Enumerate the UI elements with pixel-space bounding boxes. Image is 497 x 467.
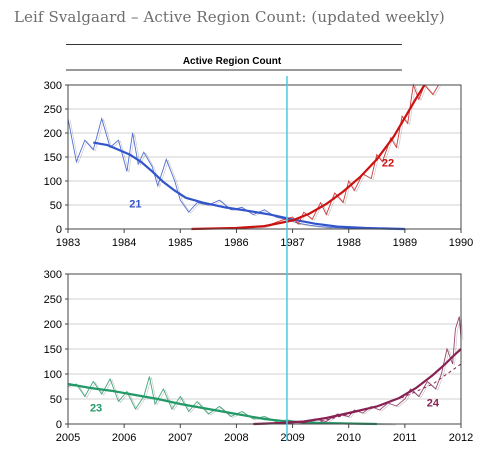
y-tick-label: 50 xyxy=(50,200,62,212)
y-tick-label: 200 xyxy=(44,128,62,140)
x-tick-label: 1983 xyxy=(56,237,80,249)
x-tick-label: 1985 xyxy=(168,237,192,249)
chart-panel-top: 21 22 0 50 100 150 200 250 300 1983 1984 1985 1986 19… xyxy=(44,80,474,249)
y-tick-label: 300 xyxy=(44,80,62,92)
y-tick-label: 200 xyxy=(44,319,62,331)
y-tick-label: 100 xyxy=(44,369,62,381)
x-tick-label: 1986 xyxy=(224,237,248,249)
x-tick-label: 2009 xyxy=(280,432,304,444)
x-tick-label: 1984 xyxy=(112,237,136,249)
chart-title: Active Region Count xyxy=(183,56,282,67)
x-tick-label: 2007 xyxy=(168,432,192,444)
y-tick-label: 100 xyxy=(44,176,62,188)
y-tick-label: 0 xyxy=(56,224,62,236)
x-tick-label: 2006 xyxy=(112,432,136,444)
series-22-label: 22 xyxy=(382,158,394,170)
series-23-raw-line xyxy=(67,376,394,425)
series-21-label: 21 xyxy=(129,198,141,210)
x-tick-label: 2011 xyxy=(393,432,417,444)
y-tick-label: 0 xyxy=(56,419,62,431)
page-title: Leif Svalgaard – Active Region Count: (u… xyxy=(14,8,445,26)
x-tick-label: 1988 xyxy=(336,237,360,249)
x-tick-label: 1990 xyxy=(449,237,473,249)
series-22-alt-line xyxy=(193,84,441,230)
y-tick-label: 150 xyxy=(44,152,62,164)
series-24-smoothed-line xyxy=(253,348,462,426)
x-tick-label: 2010 xyxy=(336,432,360,444)
x-tick-label: 1989 xyxy=(393,237,417,249)
x-tick-label: 2012 xyxy=(449,432,473,444)
title-divider xyxy=(66,44,402,45)
series-24-label: 24 xyxy=(427,398,440,410)
y-tick-label: 250 xyxy=(44,104,62,116)
x-tick-label: 2008 xyxy=(224,432,248,444)
series-21-raw-line xyxy=(67,116,405,230)
chart-panel-bottom: 23 24 0 50 100 150 200 250 300 2005 2006 2007 2008 20… xyxy=(44,269,474,444)
y-tick-label: 50 xyxy=(50,394,62,406)
series-24-projection-line xyxy=(320,363,462,422)
x-tick-label: 1987 xyxy=(280,237,304,249)
y-tick-label: 300 xyxy=(44,269,62,281)
series-21-alt-line xyxy=(69,118,407,231)
y-tick-label: 250 xyxy=(44,294,62,306)
x-tick-label: 2005 xyxy=(56,432,80,444)
series-21-smoothed-line xyxy=(93,141,405,231)
y-tick-label: 150 xyxy=(44,344,62,356)
series-22-smoothed-line xyxy=(191,84,426,231)
series-23-label: 23 xyxy=(90,403,102,415)
